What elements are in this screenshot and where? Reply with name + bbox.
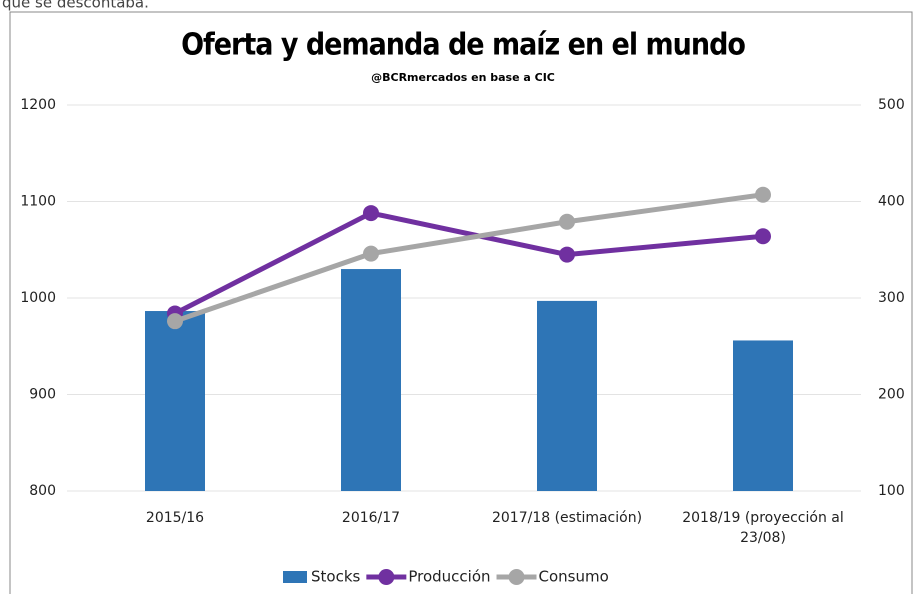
chart-title: Oferta y demanda de maíz en el mundo xyxy=(181,28,745,63)
bar xyxy=(537,300,597,491)
intro-text: que se descontaba. xyxy=(2,0,149,12)
y-tick-label: 1100 xyxy=(20,194,56,210)
legend-swatch xyxy=(283,571,307,583)
y-tick-label: 900 xyxy=(29,387,56,403)
legend-swatch xyxy=(378,569,395,585)
x-tick-label: 2017/18 (estimación) xyxy=(491,510,643,526)
chart-subtitle: @BCRmercados en base a CIC xyxy=(371,71,555,84)
y-tick-label: 1200 xyxy=(20,97,56,113)
bar xyxy=(341,269,401,491)
legend-label: Stocks xyxy=(311,568,361,586)
chart-frame xyxy=(9,11,913,594)
bar xyxy=(145,311,205,491)
line xyxy=(174,192,764,324)
y2-tick-label: 200 xyxy=(878,387,905,403)
y2-tick-label: 300 xyxy=(878,290,905,306)
marker xyxy=(559,213,575,230)
marker xyxy=(363,205,379,222)
y-tick-label: 1000 xyxy=(20,290,56,306)
x-tick-label: 2018/19 (proyección al 23/08) xyxy=(682,510,844,546)
legend-label: Producción xyxy=(408,568,490,586)
marker xyxy=(755,186,771,203)
marker xyxy=(559,246,575,263)
y2-tick-label: 400 xyxy=(878,194,905,210)
legend-swatch xyxy=(508,569,525,585)
line xyxy=(173,210,764,316)
y2-tick-label: 100 xyxy=(878,483,905,499)
marker xyxy=(363,245,379,262)
legend-label: Consumo xyxy=(539,568,609,586)
marker xyxy=(755,228,771,245)
marker xyxy=(167,313,183,330)
x-tick-label: 2015/16 xyxy=(145,510,205,526)
y-tick-label: 800 xyxy=(29,483,56,499)
x-tick-label: 2016/17 xyxy=(341,510,401,526)
bar xyxy=(733,340,793,491)
y2-tick-label: 500 xyxy=(878,97,905,113)
